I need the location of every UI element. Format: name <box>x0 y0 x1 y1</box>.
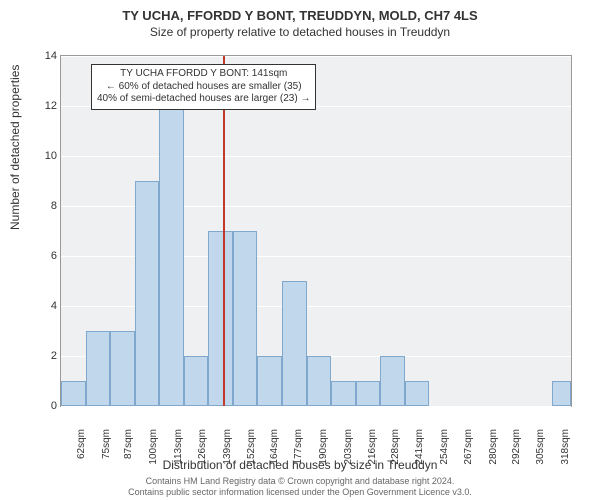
annotation-box: TY UCHA FFORDD Y BONT: 141sqm ← 60% of d… <box>91 64 316 110</box>
histogram-bar <box>307 356 332 406</box>
histogram-bar <box>405 381 430 406</box>
histogram-bar <box>380 356 405 406</box>
chart-subtitle: Size of property relative to detached ho… <box>0 23 600 39</box>
histogram-bar <box>208 231 233 406</box>
y-tick-label: 2 <box>33 350 57 362</box>
gridline <box>61 406 571 407</box>
histogram-bar <box>356 381 381 406</box>
y-tick-label: 10 <box>33 150 57 162</box>
histogram-bar <box>86 331 111 406</box>
histogram-bar <box>135 181 160 406</box>
x-axis-label: Distribution of detached houses by size … <box>0 458 600 472</box>
y-tick-label: 0 <box>33 400 57 412</box>
histogram-bar <box>61 381 86 406</box>
y-tick-label: 14 <box>33 50 57 62</box>
y-axis-label: Number of detached properties <box>8 65 22 230</box>
histogram-bar <box>552 381 571 406</box>
y-tick-label: 6 <box>33 250 57 262</box>
gridline <box>61 56 571 57</box>
y-tick-label: 8 <box>33 200 57 212</box>
histogram-bar <box>159 106 184 406</box>
histogram-bar <box>184 356 209 406</box>
annotation-line: 40% of semi-detached houses are larger (… <box>97 93 310 106</box>
annotation-line: TY UCHA FFORDD Y BONT: 141sqm <box>97 68 310 81</box>
plot-area: 0246810121462sqm75sqm87sqm100sqm113sqm12… <box>60 55 572 407</box>
chart-container: TY UCHA, FFORDD Y BONT, TREUDDYN, MOLD, … <box>0 0 600 500</box>
footer-line: Contains HM Land Registry data © Crown c… <box>0 476 600 487</box>
histogram-bar <box>110 331 135 406</box>
footer-text: Contains HM Land Registry data © Crown c… <box>0 476 600 498</box>
histogram-bar <box>257 356 282 406</box>
gridline <box>61 156 571 157</box>
chart-title: TY UCHA, FFORDD Y BONT, TREUDDYN, MOLD, … <box>0 0 600 23</box>
footer-line: Contains public sector information licen… <box>0 487 600 498</box>
annotation-line: ← 60% of detached houses are smaller (35… <box>97 81 310 94</box>
histogram-bar <box>331 381 356 406</box>
histogram-bar <box>282 281 307 406</box>
y-tick-label: 4 <box>33 300 57 312</box>
y-tick-label: 12 <box>33 100 57 112</box>
histogram-bar <box>233 231 258 406</box>
